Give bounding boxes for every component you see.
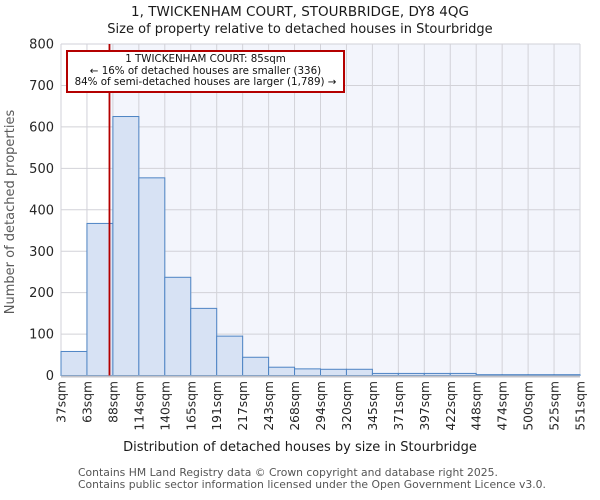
x-tick-label: 217sqm (236, 381, 250, 431)
histogram-bar (449, 372, 477, 377)
x-tick-label: 243sqm (262, 381, 276, 431)
histogram-bar (345, 368, 373, 376)
x-tick-label: 422sqm (444, 381, 458, 431)
chart-subtitle: Size of property relative to detached ho… (107, 22, 493, 37)
histogram-bar (553, 374, 581, 377)
x-tick-label: 397sqm (418, 381, 432, 431)
y-tick-label: 500 (29, 162, 54, 177)
y-axis-label: Number of detached properties (3, 110, 18, 315)
x-tick-label: 294sqm (314, 381, 328, 431)
x-tick-label: 191sqm (210, 381, 224, 431)
annotation-line-2: ← 16% of detached houses are smaller (33… (89, 64, 322, 77)
x-tick-label: 165sqm (184, 381, 198, 431)
x-tick-label: 268sqm (288, 381, 302, 431)
x-tick-label: 140sqm (158, 381, 172, 431)
x-tick-label: 320sqm (340, 381, 354, 431)
x-tick-label: 63sqm (80, 381, 94, 423)
histogram-bar (294, 368, 321, 376)
histogram-bar (138, 177, 166, 376)
y-tick-label: 800 (29, 38, 54, 53)
histogram-bar (60, 350, 88, 376)
x-tick-label: 474sqm (496, 381, 510, 431)
histogram-bar (112, 116, 140, 376)
y-tick-label: 100 (29, 328, 54, 343)
y-tick-label: 600 (29, 120, 54, 135)
histogram-bar (527, 374, 555, 377)
y-tick-label: 400 (29, 203, 54, 218)
x-tick-label: 371sqm (392, 381, 406, 431)
histogram-bar (397, 372, 425, 377)
histogram-bar (501, 374, 529, 377)
footer-line-2: Contains public sector information licen… (78, 477, 546, 491)
footer-line-1: Contains HM Land Registry data © Crown c… (78, 466, 498, 479)
histogram-bar (423, 372, 451, 377)
histogram-bar (371, 372, 399, 377)
x-tick-label: 525sqm (548, 381, 562, 431)
x-tick-label: 448sqm (470, 381, 484, 431)
histogram-bar (320, 368, 347, 376)
x-tick-label: 500sqm (522, 381, 536, 431)
x-tick-label: 345sqm (366, 381, 380, 431)
x-tick-label: 551sqm (574, 381, 588, 431)
histogram-bar (190, 307, 218, 376)
annotation-line-3: 84% of semi-detached houses are larger (… (74, 76, 337, 89)
chart-title: 1, TWICKENHAM COURT, STOURBRIDGE, DY8 4Q… (131, 4, 469, 20)
x-tick-label: 37sqm (55, 381, 69, 423)
x-axis-label: Distribution of detached houses by size … (123, 440, 477, 455)
y-tick-label: 300 (29, 245, 54, 260)
x-tick-label: 88sqm (106, 381, 120, 423)
histogram-bar (164, 276, 192, 376)
y-tick-label: 200 (29, 286, 54, 301)
histogram-bar (268, 366, 296, 376)
y-tick-label: 0 (46, 369, 54, 384)
annotation-box: 1 TWICKENHAM COURT: 85sqm ← 16% of detac… (66, 50, 345, 93)
y-tick-label: 700 (29, 79, 54, 94)
histogram-bar (216, 335, 244, 376)
annotation-line-1: 1 TWICKENHAM COURT: 85sqm (125, 53, 286, 65)
histogram-bar (242, 356, 270, 376)
histogram-bar (475, 374, 503, 377)
x-tick-label: 114sqm (132, 381, 146, 431)
footer: Contains HM Land Registry data © Crown c… (78, 467, 546, 490)
